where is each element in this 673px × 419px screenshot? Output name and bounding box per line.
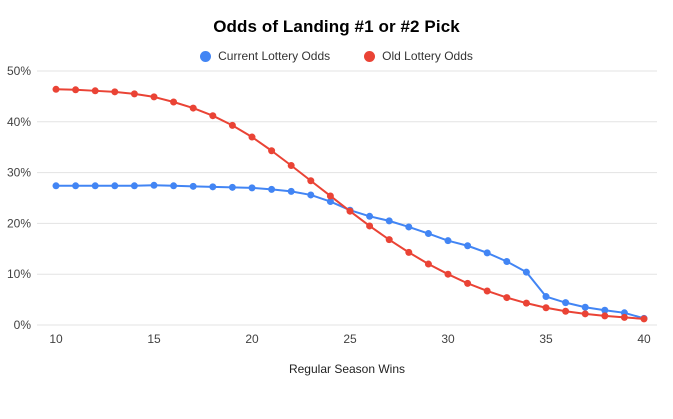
data-point-old-lottery-odds <box>444 270 452 278</box>
data-point-old-lottery-odds <box>326 192 334 200</box>
data-point-old-lottery-odds <box>52 85 60 93</box>
legend-label-current-lottery-odds: Current Lottery Odds <box>218 49 331 63</box>
data-point-current-lottery-odds <box>130 182 138 190</box>
x-axis-tick-label: 10 <box>49 332 63 346</box>
data-point-old-lottery-odds <box>72 86 80 94</box>
data-point-old-lottery-odds <box>405 248 413 256</box>
data-point-current-lottery-odds <box>287 187 295 195</box>
data-point-old-lottery-odds <box>620 313 628 321</box>
y-axis-tick-label: 40% <box>7 115 31 129</box>
data-point-old-lottery-odds <box>130 90 138 98</box>
data-point-old-lottery-odds <box>209 112 217 120</box>
data-point-current-lottery-odds <box>385 217 393 225</box>
chart-canvas: 0% 10% 20% 30% 40% 50% 10 15 20 25 30 35 40 Regular S… <box>7 64 657 376</box>
data-point-current-lottery-odds <box>366 212 374 220</box>
data-point-current-lottery-odds <box>581 303 589 311</box>
data-point-current-lottery-odds <box>562 299 570 307</box>
data-point-current-lottery-odds <box>464 242 472 250</box>
data-point-current-lottery-odds <box>209 183 217 191</box>
data-point-current-lottery-odds <box>91 182 99 190</box>
x-axis-tick-label: 30 <box>441 332 455 346</box>
data-point-current-lottery-odds <box>170 182 178 190</box>
legend-item-old-lottery-odds: Old Lottery Odds <box>364 49 473 63</box>
x-axis-tick-label: 40 <box>637 332 651 346</box>
data-point-old-lottery-odds <box>483 287 491 295</box>
data-point-current-lottery-odds <box>268 185 276 193</box>
data-point-old-lottery-odds <box>464 279 472 287</box>
data-point-old-lottery-odds <box>307 177 315 185</box>
data-point-old-lottery-odds <box>150 93 158 101</box>
y-axis-tick-label: 20% <box>7 216 31 230</box>
x-axis-tick-label: 15 <box>147 332 161 346</box>
data-point-old-lottery-odds <box>562 307 570 315</box>
data-point-old-lottery-odds <box>640 315 648 323</box>
data-point-old-lottery-odds <box>111 88 119 96</box>
data-point-current-lottery-odds <box>307 191 315 199</box>
x-axis-tick-label: 20 <box>245 332 259 346</box>
data-point-old-lottery-odds <box>542 304 550 312</box>
data-point-current-lottery-odds <box>150 181 158 189</box>
data-point-current-lottery-odds <box>72 182 80 190</box>
data-point-current-lottery-odds <box>52 182 60 190</box>
series-line-old-lottery-odds <box>55 88 645 320</box>
x-axis-title: Regular Season Wins <box>289 362 405 376</box>
data-point-current-lottery-odds <box>601 306 609 314</box>
y-axis-tick-label: 10% <box>7 267 31 281</box>
data-point-current-lottery-odds <box>522 268 530 276</box>
data-point-old-lottery-odds <box>91 87 99 95</box>
legend-dot-blue-icon <box>200 50 212 62</box>
data-point-old-lottery-odds <box>228 121 236 129</box>
chart-title: Odds of Landing #1 or #2 Pick <box>213 17 460 36</box>
y-axis-tick-label: 0% <box>14 318 32 332</box>
data-point-current-lottery-odds <box>542 293 550 301</box>
data-point-current-lottery-odds <box>111 182 119 190</box>
legend-item-current-lottery-odds: Current Lottery Odds <box>200 49 330 63</box>
data-point-old-lottery-odds <box>424 260 432 268</box>
data-point-current-lottery-odds <box>405 223 413 231</box>
data-point-old-lottery-odds <box>503 294 511 302</box>
y-axis-tick-label: 50% <box>7 64 31 78</box>
x-axis-tick-label: 35 <box>539 332 553 346</box>
data-point-current-lottery-odds <box>424 230 432 238</box>
data-point-old-lottery-odds <box>268 147 276 155</box>
data-point-current-lottery-odds <box>326 198 334 206</box>
chart-legend: Current Lottery Odds Old Lottery Odds <box>0 49 673 63</box>
legend-dot-red-icon <box>364 50 376 62</box>
data-point-old-lottery-odds <box>581 310 589 318</box>
data-point-old-lottery-odds <box>522 299 530 307</box>
data-point-old-lottery-odds <box>385 236 393 244</box>
data-point-old-lottery-odds <box>366 222 374 230</box>
data-point-old-lottery-odds <box>189 104 197 112</box>
data-point-old-lottery-odds <box>346 207 354 215</box>
data-point-old-lottery-odds <box>170 98 178 106</box>
data-point-current-lottery-odds <box>483 249 491 257</box>
x-axis-tick-label: 25 <box>343 332 357 346</box>
series-line-current-lottery-odds <box>55 184 645 320</box>
data-point-current-lottery-odds <box>248 184 256 192</box>
data-point-old-lottery-odds <box>287 161 295 169</box>
data-point-old-lottery-odds <box>601 312 609 320</box>
y-axis-tick-label: 30% <box>7 166 31 180</box>
legend-label-old-lottery-odds: Old Lottery Odds <box>382 49 473 63</box>
data-point-current-lottery-odds <box>189 182 197 190</box>
data-point-current-lottery-odds <box>444 237 452 245</box>
data-point-current-lottery-odds <box>228 183 236 191</box>
data-point-old-lottery-odds <box>248 133 256 141</box>
data-point-current-lottery-odds <box>503 258 511 265</box>
